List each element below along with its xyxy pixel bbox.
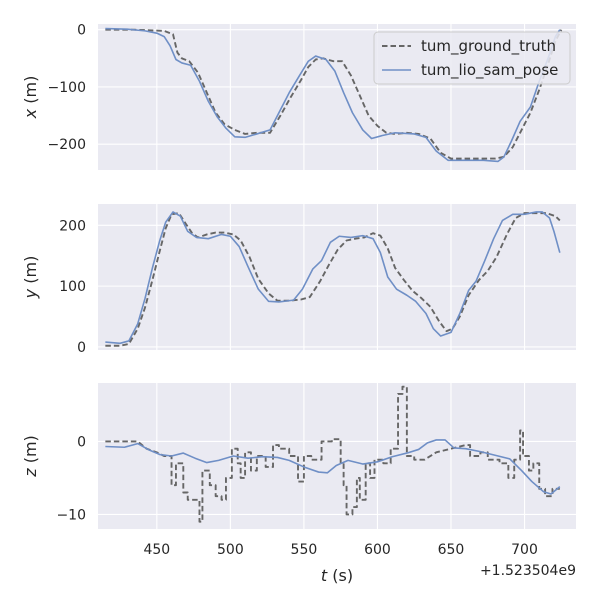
legend-box [373,31,571,85]
y-axis-label: x (m) [21,76,40,120]
y-axis-label: y (m) [21,256,40,300]
x-tick-label: 450 [143,542,170,558]
legend: tum_ground_truth tum_lio_sam_pose [373,31,571,85]
x-tick-label: 650 [438,542,465,558]
series-line-tum-lio-sam-pose [105,27,561,163]
series-line-tum-ground-truth [105,28,563,160]
y-tick-label: 100 [59,279,86,295]
y-tick-label: 0 [77,23,86,39]
x-tick-label: 600 [364,542,391,558]
legend-label: tum_ground_truth [421,37,556,56]
plot-background [98,204,576,350]
series-line-tum-lio-sam-pose [105,439,561,495]
y-tick-label: −100 [48,80,86,96]
y-tick-label: −200 [48,137,86,153]
x-tick-label: 700 [511,542,538,558]
legend-label: tum_lio_sam_pose [421,61,558,80]
y-tick-label: −10 [56,507,86,523]
panel-z: 450 500 550 600 650 700 0 −10 z (m) [21,383,576,558]
y-axis-label: z (m) [21,435,40,478]
y-tick-label: 0 [77,434,86,450]
y-tick-label: 200 [59,218,86,234]
series-line-tum-ground-truth [105,212,561,347]
series-line-tum-ground-truth [105,385,560,523]
x-axis-label: t (s) [321,566,353,585]
series-line-tum-lio-sam-pose [105,211,561,345]
y-tick-label: 0 [77,340,86,356]
x-tick-label: 500 [217,542,244,558]
x-axis-offset-text: +1.523504e9 [480,563,576,579]
x-tick-label: 550 [291,542,318,558]
panel-y: 0 100 200 y (m) [21,204,576,356]
